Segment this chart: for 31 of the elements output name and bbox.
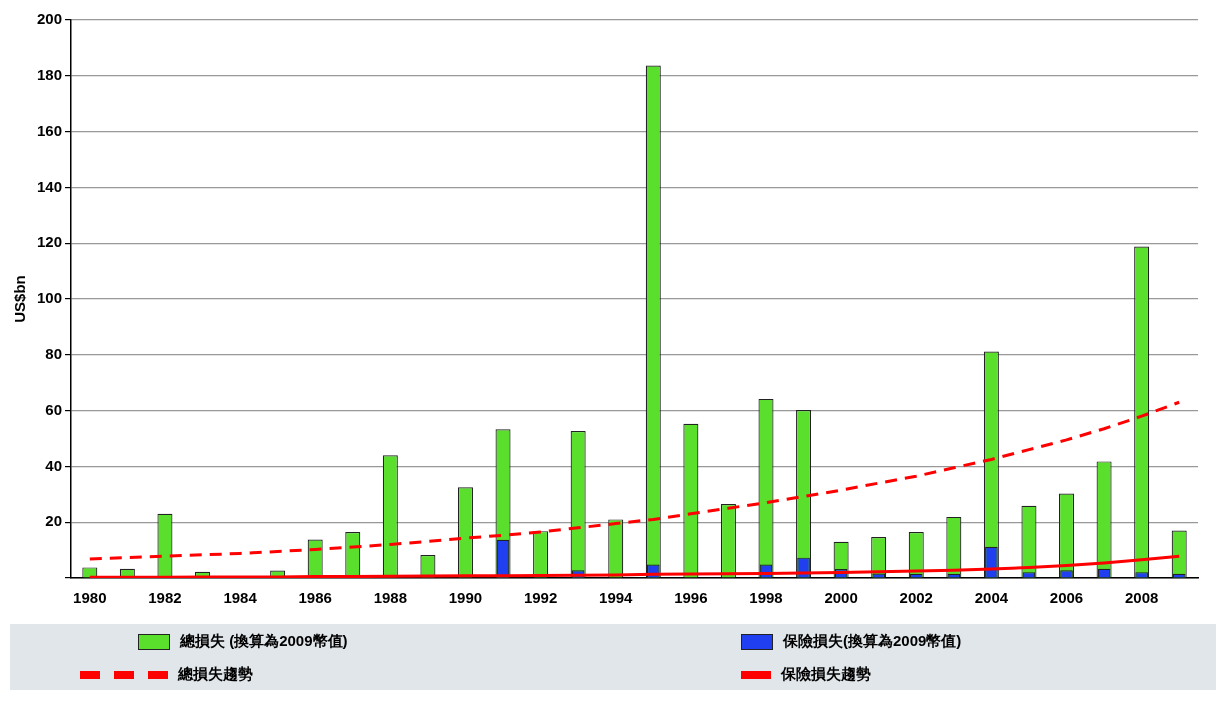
y-tick-label: 40 [45, 456, 63, 474]
y-tick-label: 120 [37, 233, 63, 251]
x-tick-label: 1982 [148, 589, 182, 607]
y-tick-label: 20 [45, 512, 63, 530]
y-axis-title: US$bn [11, 275, 29, 323]
legend-label: 保險損失趨勢 [781, 665, 871, 684]
x-tick-label: 1996 [674, 589, 708, 607]
y-tick-label: 100 [37, 289, 63, 307]
x-tick-label: 1990 [448, 589, 483, 607]
legend-label: 總損失 (換算為2009幣值) [180, 632, 348, 651]
y-tick-label: 200 [37, 10, 63, 28]
x-tick-label: 1980 [73, 589, 107, 607]
x-tick-label: 1988 [373, 589, 408, 607]
y-tick-label: 80 [45, 344, 63, 362]
y-tick-label: 60 [45, 400, 63, 418]
y-tick-label: 160 [37, 121, 63, 139]
y-tick-label: 140 [37, 177, 63, 195]
legend-label: 保險損失(換算為2009幣值) [783, 632, 962, 651]
x-tick-label: 2004 [974, 589, 1009, 607]
y-tick-label: 180 [37, 65, 63, 83]
legend-label: 總損失趨勢 [178, 665, 253, 684]
x-tick-label: 2000 [824, 589, 858, 607]
line-series [88, 400, 1181, 561]
x-tick-label: 2006 [1049, 589, 1084, 607]
x-tick-label: 1986 [298, 589, 332, 607]
x-tick-label: 1984 [223, 589, 258, 607]
x-tick-label: 2002 [899, 589, 933, 607]
x-tick-label: 1994 [599, 589, 634, 607]
x-tick-label: 1998 [749, 589, 783, 607]
x-tick-label: 2008 [1124, 589, 1159, 607]
x-tick-label: 1992 [523, 589, 558, 607]
